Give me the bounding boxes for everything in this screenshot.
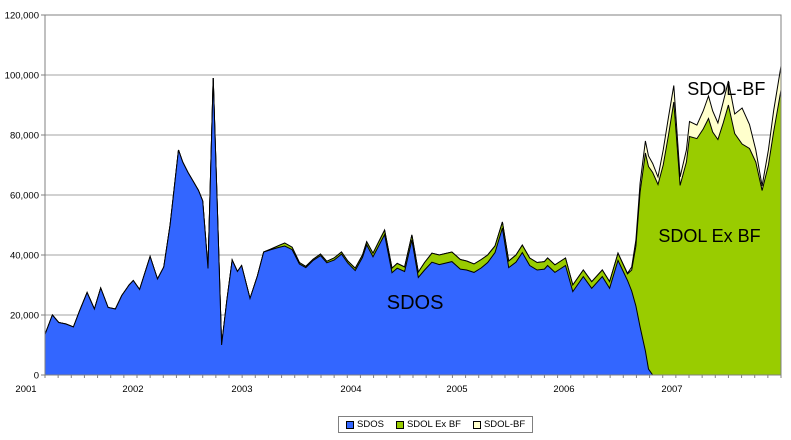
area-label-sdos: SDOS — [386, 292, 444, 314]
legend-label-sdol-bf: SDOL-BF — [483, 419, 526, 430]
x-axis-tick-label: 2006 — [553, 384, 574, 395]
area-label-sdol-ex-bf: SDOL Ex BF — [658, 225, 761, 246]
y-axis-tick-label: 100,000 — [5, 71, 39, 82]
x-axis-tick-label: 2007 — [661, 384, 682, 395]
area-label-sdol-bf: SDOL-BF — [687, 78, 766, 99]
x-axis-tick-label: 2002 — [122, 384, 143, 395]
y-axis-tick-label: 40,000 — [10, 251, 39, 262]
legend-item-sdol-ex-bf: SDOL Ex BF — [395, 419, 461, 430]
y-axis-tick-label: 60,000 — [10, 191, 39, 202]
y-axis-tick-label: 80,000 — [10, 131, 39, 142]
legend-swatch-sdol-ex-bf — [395, 420, 404, 429]
y-axis-tick-label: 0 — [34, 371, 39, 382]
x-axis-tick-label: 2005 — [446, 384, 467, 395]
legend-item-sdol-bf: SDOL-BF — [472, 419, 526, 430]
legend-label-sdos: SDOS — [357, 419, 384, 430]
y-axis-tick-label: 120,000 — [5, 11, 39, 22]
legend-label-sdol-ex-bf: SDOL Ex BF — [406, 419, 461, 430]
y-axis-tick-label: 20,000 — [10, 311, 39, 322]
legend-swatch-sdos — [346, 420, 354, 429]
x-axis-tick-label: 2004 — [340, 384, 361, 395]
legend-item-sdos: SDOS — [346, 419, 384, 430]
x-axis-tick-label: 2003 — [231, 384, 252, 395]
x-axis-tick-label: 2001 — [15, 384, 36, 395]
legend: SDOS SDOL Ex BF SDOL-BF — [338, 416, 534, 433]
legend-swatch-sdol-bf — [472, 420, 481, 429]
